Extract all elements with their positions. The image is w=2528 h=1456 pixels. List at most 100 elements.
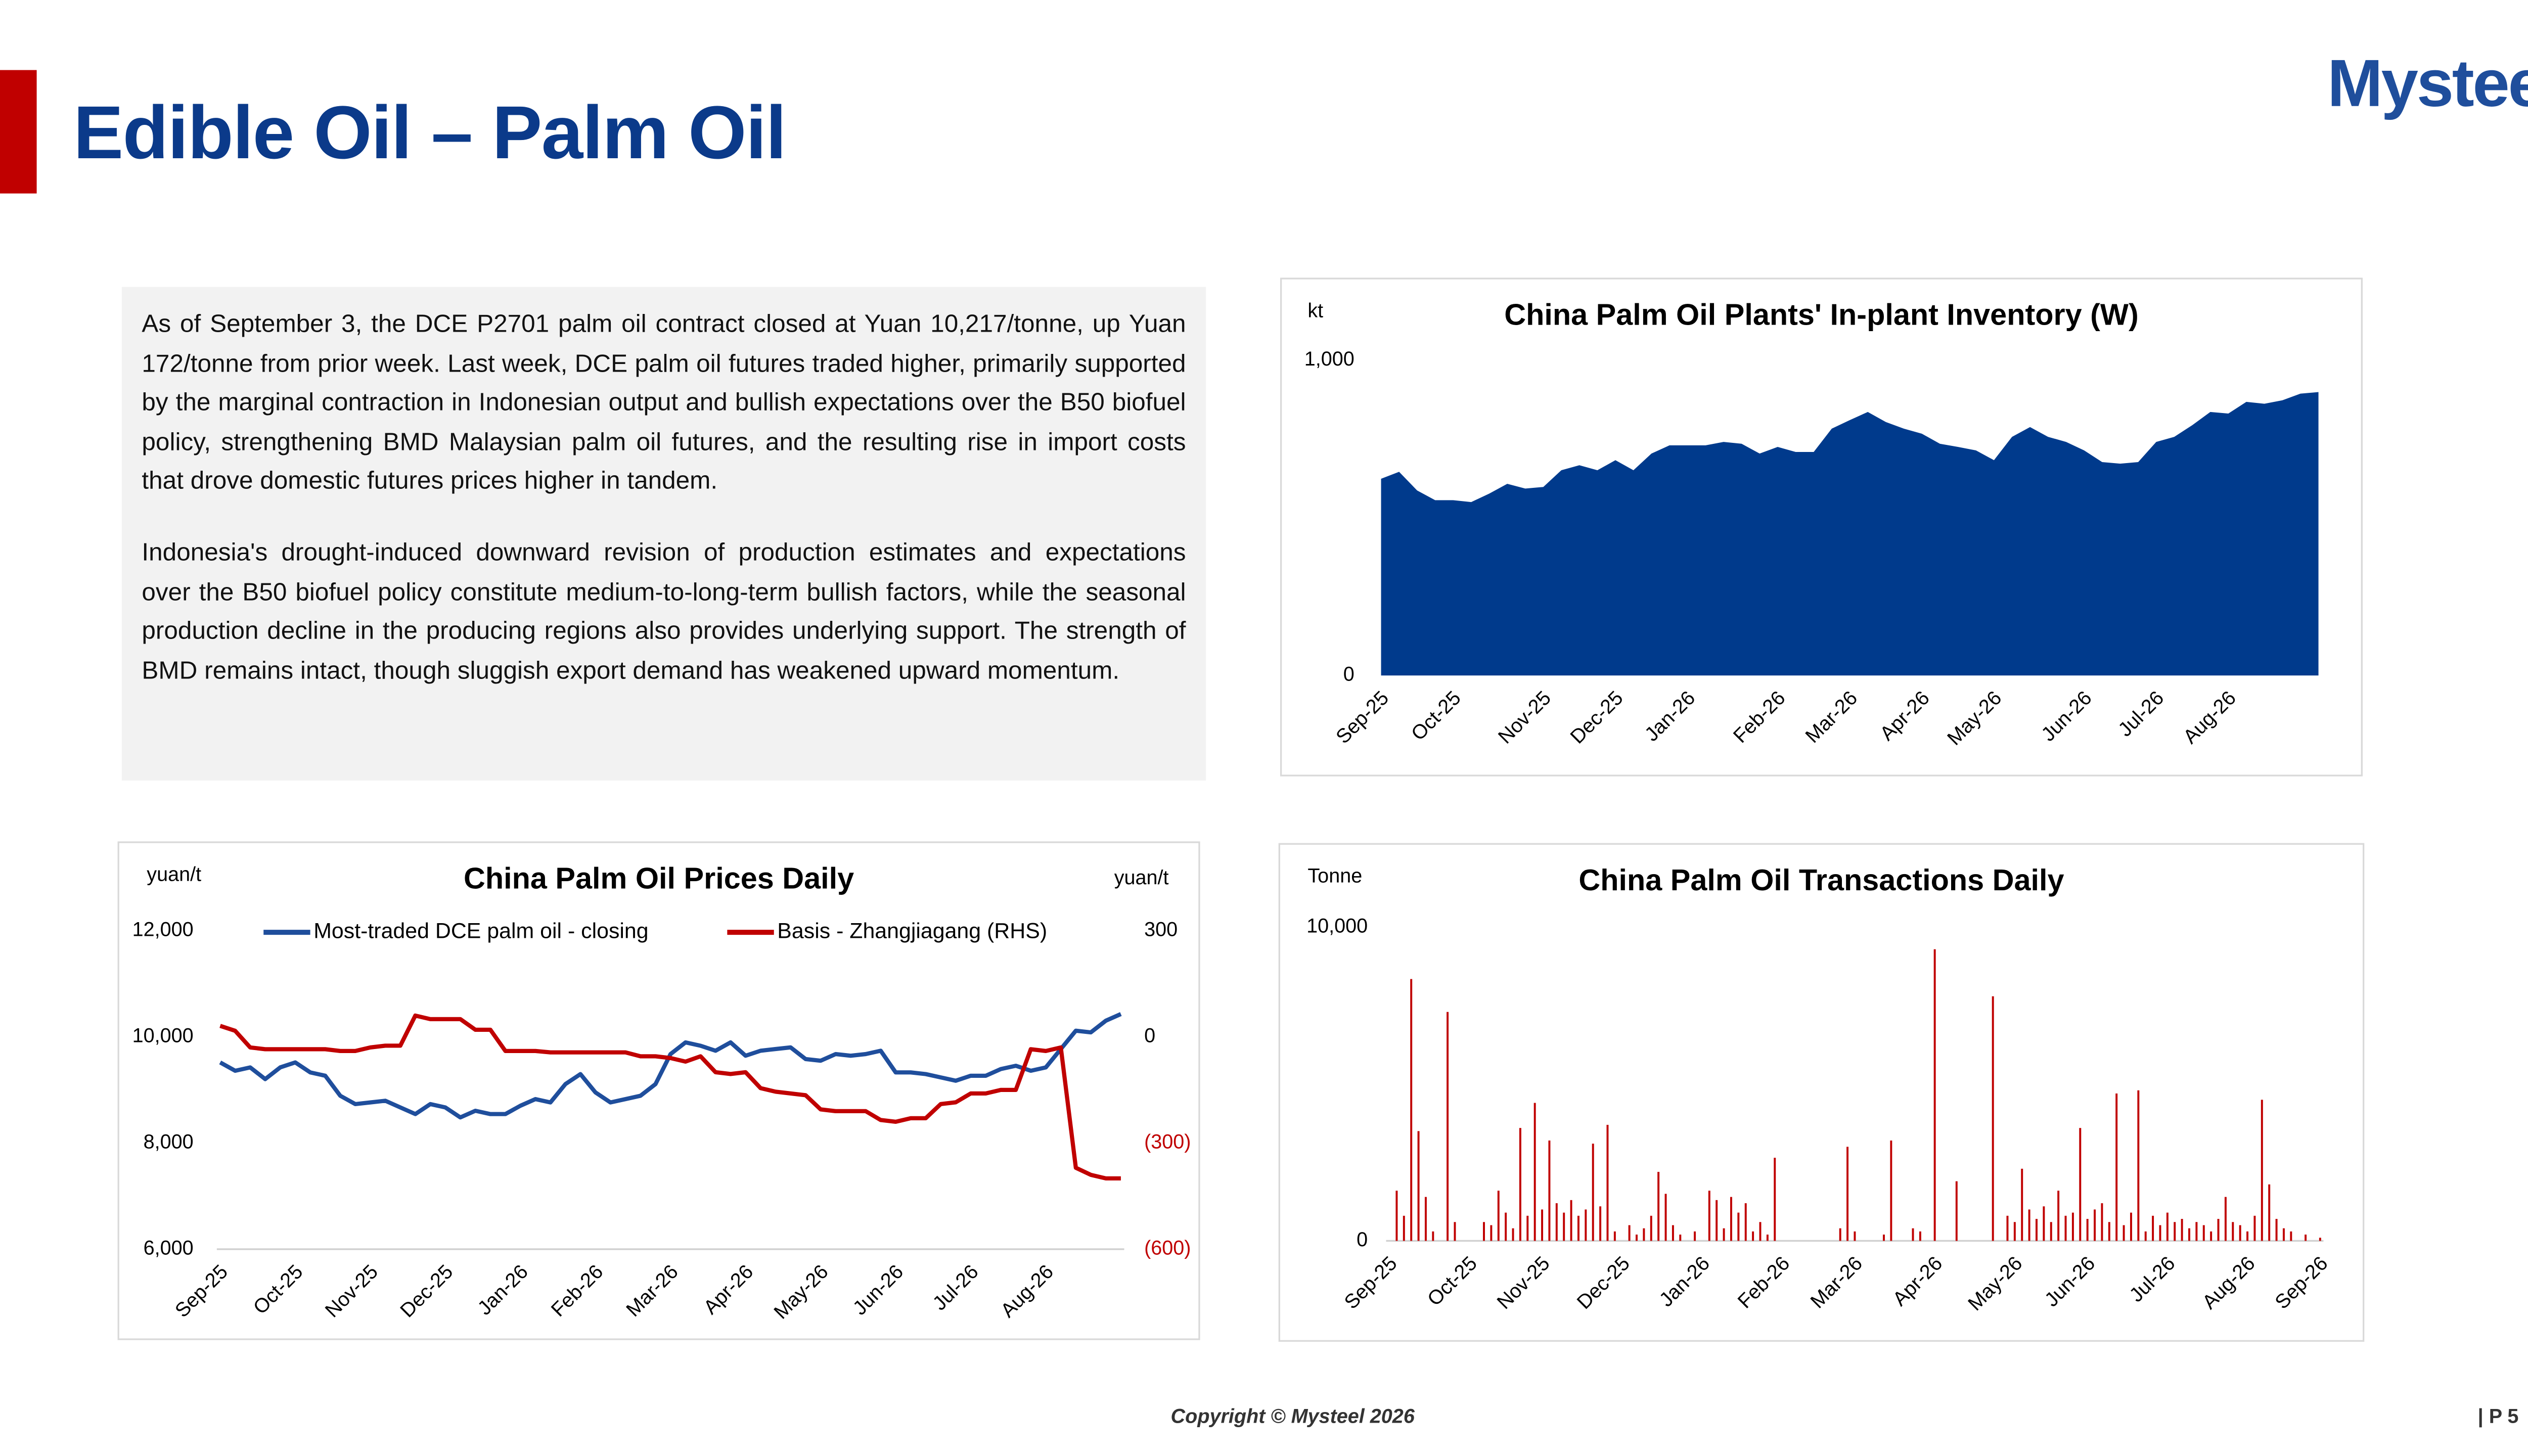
bar bbox=[2246, 1231, 2249, 1241]
bar bbox=[2159, 1225, 2161, 1241]
chart-title: China Palm Oil Transactions Daily bbox=[1578, 863, 2064, 897]
chart-panel bbox=[1278, 843, 2365, 1342]
bar bbox=[2268, 1184, 2271, 1241]
summary-box: As of September 3, the DCE P2701 palm oi… bbox=[121, 287, 1206, 781]
bar bbox=[2253, 1215, 2256, 1241]
bar bbox=[1490, 1225, 1493, 1241]
page-title: Edible Oil – Palm Oil bbox=[73, 91, 786, 174]
bar bbox=[1992, 996, 1994, 1241]
bar bbox=[2275, 1219, 2278, 1241]
chart-title: China Palm Oil Plants' In-plant Inventor… bbox=[1504, 297, 2139, 331]
bar bbox=[2137, 1090, 2140, 1241]
bar bbox=[2188, 1228, 2190, 1241]
bar bbox=[1737, 1212, 1740, 1241]
bar bbox=[1636, 1235, 1638, 1241]
y-axis-label: Tonne bbox=[1307, 865, 1362, 887]
bar bbox=[1752, 1231, 1754, 1241]
bar bbox=[1483, 1222, 1485, 1241]
area bbox=[1381, 392, 2319, 676]
bar bbox=[1533, 1103, 1536, 1241]
y-tick-label: 12,000 bbox=[132, 918, 194, 940]
bar bbox=[1955, 1181, 1958, 1241]
header-accent bbox=[0, 70, 37, 194]
bar bbox=[2224, 1197, 2227, 1241]
bar bbox=[1505, 1212, 1507, 1241]
bar bbox=[1766, 1235, 1769, 1241]
bar bbox=[1403, 1215, 1405, 1241]
bar bbox=[2057, 1191, 2060, 1241]
bar bbox=[2217, 1219, 2220, 1241]
bar bbox=[1577, 1215, 1579, 1241]
bar bbox=[1774, 1158, 1776, 1241]
bar bbox=[1563, 1212, 1565, 1241]
bar bbox=[2305, 1235, 2307, 1241]
bar bbox=[2152, 1215, 2154, 1241]
y-axis-label: kt bbox=[1307, 299, 1323, 322]
bar bbox=[1933, 949, 1936, 1241]
bar bbox=[2050, 1222, 2052, 1241]
bar bbox=[1606, 1124, 1609, 1241]
y2-tick-label: 0 bbox=[1144, 1024, 1155, 1046]
bar bbox=[2115, 1093, 2118, 1241]
bar bbox=[2144, 1231, 2147, 1241]
bar bbox=[1839, 1228, 1841, 1241]
logo: Mysteel bbox=[2327, 46, 2528, 120]
y2-tick-label: 300 bbox=[1144, 918, 1178, 940]
bar bbox=[1919, 1231, 1921, 1241]
bar bbox=[1664, 1194, 1667, 1241]
bar bbox=[1417, 1131, 1420, 1241]
bar bbox=[2261, 1100, 2263, 1241]
paragraph: As of September 3, the DCE P2701 palm oi… bbox=[142, 310, 1186, 496]
bar bbox=[2028, 1209, 2030, 1241]
bar bbox=[1613, 1231, 1616, 1241]
bar bbox=[1708, 1191, 1710, 1241]
y-tick-label: 8,000 bbox=[144, 1130, 194, 1153]
bar bbox=[1679, 1235, 1682, 1241]
bar bbox=[1854, 1231, 1856, 1241]
bar bbox=[2036, 1219, 2038, 1241]
copyright: Copyright © Mysteel 2026 bbox=[1171, 1405, 1415, 1428]
y-tick-label: 1,000 bbox=[1304, 348, 1355, 370]
bar bbox=[1526, 1215, 1529, 1241]
paragraph: Indonesia's drought-induced downward rev… bbox=[142, 538, 1186, 686]
bar bbox=[1395, 1191, 1398, 1241]
line bbox=[219, 1012, 1122, 1120]
bar bbox=[1628, 1225, 1631, 1241]
bar bbox=[1643, 1228, 1645, 1241]
y-tick-label: 0 bbox=[1343, 663, 1355, 686]
bar bbox=[2181, 1219, 2183, 1241]
bar bbox=[2166, 1212, 2169, 1241]
bar bbox=[1650, 1215, 1652, 1241]
bar bbox=[2071, 1212, 2074, 1241]
chart-title: China Palm Oil Prices Daily bbox=[464, 861, 854, 895]
bar bbox=[1744, 1203, 1747, 1241]
bar bbox=[1723, 1228, 1725, 1241]
bar bbox=[1512, 1228, 1514, 1241]
y2-axis-label: yuan/t bbox=[1114, 867, 1169, 889]
bar bbox=[2108, 1222, 2110, 1241]
bar bbox=[1548, 1140, 1551, 1241]
bar bbox=[2174, 1222, 2176, 1241]
bar bbox=[2064, 1215, 2067, 1241]
legend-label: Most-traded DCE palm oil - closing bbox=[313, 919, 648, 943]
bar bbox=[1883, 1235, 1885, 1241]
bar bbox=[2319, 1238, 2321, 1241]
y-axis-label: yuan/t bbox=[147, 863, 201, 885]
bar bbox=[1447, 1012, 1449, 1241]
bar bbox=[1541, 1209, 1544, 1241]
bar bbox=[2043, 1206, 2045, 1241]
page-number: | P 5 bbox=[2478, 1405, 2519, 1428]
bar bbox=[2079, 1128, 2082, 1241]
bar bbox=[2239, 1225, 2241, 1241]
bar bbox=[2210, 1231, 2213, 1241]
bar bbox=[2130, 1212, 2132, 1241]
bar bbox=[1432, 1231, 1434, 1241]
bar bbox=[2202, 1225, 2205, 1241]
bar bbox=[2021, 1168, 2023, 1241]
bar bbox=[1410, 979, 1413, 1241]
bar bbox=[1599, 1206, 1602, 1241]
bar bbox=[1570, 1200, 1572, 1241]
bar bbox=[1846, 1147, 1849, 1241]
